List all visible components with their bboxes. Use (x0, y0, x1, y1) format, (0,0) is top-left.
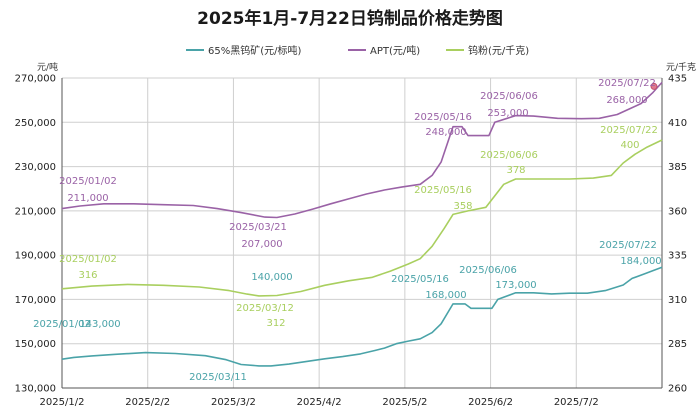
right-tick-label: 335 (668, 251, 687, 262)
right-axis-unit: 元/千克 (666, 62, 696, 73)
annotation-value: 207,000 (241, 239, 282, 250)
annotation-date: 2025/05/16 (414, 112, 472, 123)
annotation-date: 2025/03/11 (189, 372, 247, 383)
legend: 65%黑钨矿(元/标吨) APT(元/吨) 钨粉(元/千克) (186, 44, 529, 57)
right-tick-label: 360 (668, 206, 687, 217)
series-line-2 (61, 139, 663, 297)
annotation-value: 248,000 (425, 127, 466, 138)
x-tick-label: 2025/6/2 (468, 397, 513, 408)
left-tick-label: 230,000 (15, 162, 56, 173)
legend-item-0: 65%黑钨矿(元/标吨) (186, 44, 301, 57)
right-tick-label: 260 (668, 384, 687, 395)
annotation-date: 2025/03/12 (236, 303, 294, 314)
annotation-value: 268,000 (606, 95, 647, 106)
left-tick-label: 210,000 (15, 206, 56, 217)
annotation-value: 143,000 (79, 319, 120, 330)
x-tick-label: 2025/5/2 (382, 397, 427, 408)
x-tick-label: 2025/7/2 (554, 397, 599, 408)
annotation-value: 312 (266, 318, 285, 329)
legend-item-2: 钨粉(元/千克) (446, 44, 529, 57)
x-tick-label: 2025/2/2 (125, 397, 170, 408)
annotation-value: 184,000 (620, 256, 661, 267)
left-tick-label: 270,000 (15, 74, 56, 85)
legend-item-1: APT(元/吨) (348, 44, 420, 57)
right-tick-label: 410 (668, 118, 687, 129)
series-line-1 (61, 81, 663, 219)
annotation-date: 2025/07/22 (598, 78, 656, 89)
axes-layer: 130,000 150,000 170,000 190,000 210,000 230,0… (15, 61, 696, 408)
annotation-date: 2025/06/06 (459, 265, 517, 276)
left-tick-label: 250,000 (15, 118, 56, 129)
x-tick-label: 2025/3/2 (211, 397, 256, 408)
x-tick-label: 2025/4/2 (297, 397, 342, 408)
annotation-value: 358 (453, 201, 472, 212)
x-tick-label: 2025/1/2 (40, 397, 85, 408)
left-tick-label: 130,000 (15, 384, 56, 395)
annotation-value: 140,000 (251, 272, 292, 283)
annotation-date: 2025/07/22 (599, 240, 657, 251)
annotation-value: 316 (78, 270, 97, 281)
annotation-date: 2025/05/16 (391, 274, 449, 285)
grid-layer (62, 77, 663, 389)
annotation-date: 2025/01/02 (59, 254, 117, 265)
annotation-date: 2025/06/06 (480, 150, 538, 161)
left-tick-label: 170,000 (15, 295, 56, 306)
annotation-date: 2025/01/02 (59, 176, 117, 187)
annotation-date: 2025/06/06 (480, 91, 538, 102)
left-tick-label: 190,000 (15, 251, 56, 262)
right-tick-label: 310 (668, 295, 687, 306)
annotation-value: 253,000 (487, 108, 528, 119)
annotation-date: 2025/07/22 (600, 125, 658, 136)
legend-label: 钨粉(元/千克) (468, 44, 529, 57)
legend-label: 65%黑钨矿(元/标吨) (208, 44, 301, 57)
annotation-value: 400 (620, 140, 639, 151)
legend-label: APT(元/吨) (370, 44, 420, 57)
annotation-date: 2025/03/21 (229, 222, 287, 233)
chart-title: 2025年1月-7月22日钨制品价格走势图 (197, 8, 503, 29)
series-layer (61, 81, 663, 367)
apt-end-marker (650, 82, 658, 90)
series-line-0 (61, 266, 663, 367)
right-tick-label: 435 (668, 74, 687, 85)
right-tick-label: 285 (668, 339, 687, 350)
annotation-value: 168,000 (425, 290, 466, 301)
annotation-date: 2025/05/16 (414, 185, 472, 196)
left-tick-label: 150,000 (15, 339, 56, 350)
annotation-value: 173,000 (495, 280, 536, 291)
right-tick-label: 385 (668, 162, 687, 173)
left-axis-unit: 元/吨 (37, 61, 58, 73)
annotation-value: 211,000 (67, 193, 108, 204)
annotation-date: 2025/01/02 (33, 319, 91, 330)
annotation-value: 378 (506, 165, 525, 176)
